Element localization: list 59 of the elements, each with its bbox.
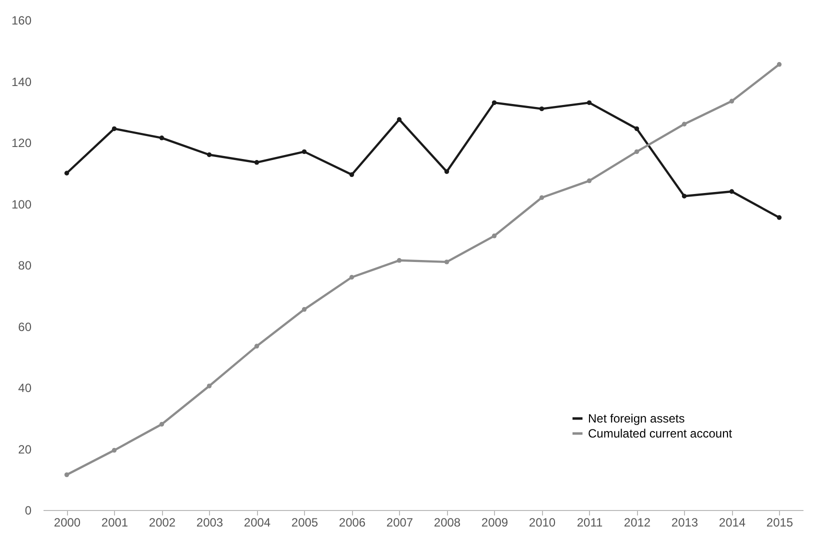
point [254,160,260,165]
y-tick-label: 20 [18,442,32,456]
point [444,260,450,264]
point [492,100,497,106]
y-tick-label: 40 [18,381,32,395]
x-tick-label: 2005 [291,516,318,530]
point [539,106,544,112]
x-tick-label: 2008 [434,516,461,530]
point [396,258,402,263]
point [729,189,734,194]
point [634,126,640,132]
point [586,100,592,106]
point [682,122,687,126]
y-tick-label: 60 [18,320,32,334]
point [539,195,544,200]
point [586,178,592,184]
legend-label: Net foreign assets [588,412,685,426]
y-tick-label: 100 [11,197,32,212]
x-tick-label: 2003 [196,516,224,530]
x-tick-label: 2010 [528,516,556,530]
x-tick-label: 2012 [624,516,651,530]
point [634,149,640,154]
point [729,98,734,104]
point [64,170,70,176]
point [492,234,497,238]
x-tick-label: 2013 [671,516,698,530]
point [159,422,164,427]
x-tick-label: 2004 [244,516,271,530]
point [254,344,260,348]
x-tick-label: 2015 [766,516,794,530]
point [682,194,687,198]
y-tick-label: 80 [18,258,32,272]
x-tick-label: 2006 [338,516,366,530]
point [776,215,782,220]
point [159,136,164,140]
x-tick-label: 2002 [148,516,176,530]
point [396,117,402,122]
x-tick-label: 2011 [576,516,603,530]
point [349,274,354,280]
y-tick-label: 120 [11,136,32,150]
point [349,172,354,177]
point [302,149,307,154]
point [444,169,450,174]
point [776,62,782,67]
x-tick-label: 2014 [718,516,746,530]
y-tick-label: 140 [11,74,32,89]
point [206,152,212,158]
x-tick-label: 2001 [101,516,128,530]
x-tick-label: 2007 [386,516,414,530]
y-tick-label: 160 [11,14,32,28]
x-tick-label: 2000 [54,516,81,530]
legend-label: Cumulated current account [588,426,733,440]
point [206,384,212,388]
point [112,448,117,453]
point [64,472,70,478]
y-tick-label: 0 [24,504,32,518]
point [302,307,307,312]
point [112,126,117,132]
x-tick-label: 2009 [481,516,508,530]
